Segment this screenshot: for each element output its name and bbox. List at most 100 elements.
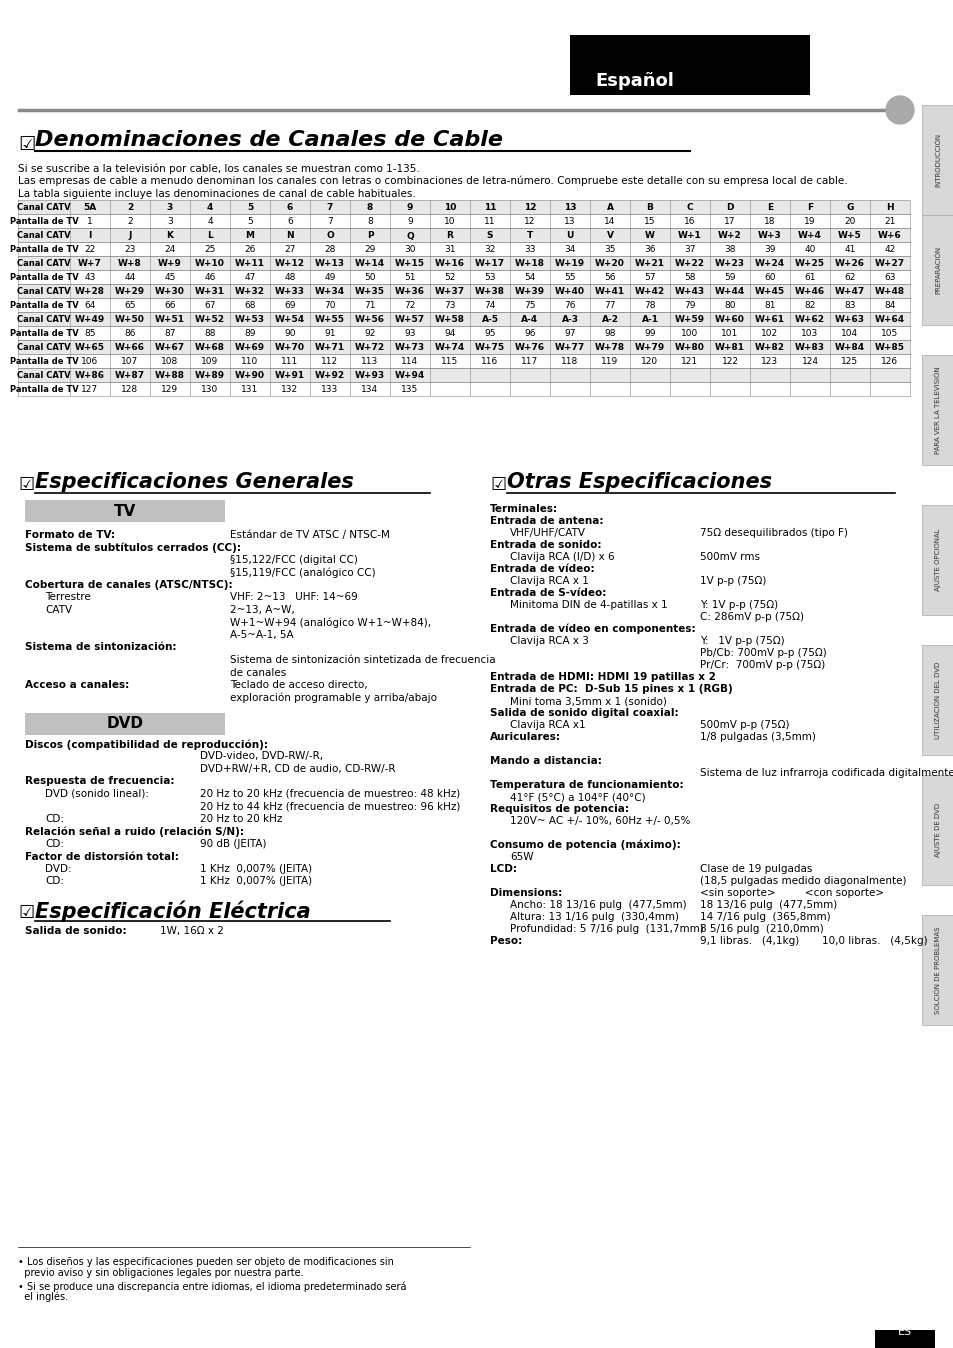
Text: 33: 33: [524, 245, 536, 255]
Text: • Si se produce una discrepancia entre idiomas, el idioma predeterminado será: • Si se produce una discrepancia entre i…: [18, 1281, 406, 1291]
FancyBboxPatch shape: [18, 200, 909, 214]
Text: 69: 69: [284, 302, 295, 310]
Text: W+62: W+62: [794, 315, 824, 325]
Text: 24: 24: [164, 245, 175, 255]
Text: W+9: W+9: [158, 260, 182, 268]
Text: W+41: W+41: [595, 287, 624, 297]
Text: 22: 22: [84, 245, 95, 255]
Text: 6: 6: [287, 204, 293, 213]
Text: SOLCIÓN DE PROBLEMAS: SOLCIÓN DE PROBLEMAS: [934, 926, 941, 1014]
FancyBboxPatch shape: [18, 214, 909, 228]
Text: 75: 75: [524, 302, 536, 310]
Text: 14: 14: [603, 217, 615, 226]
Text: 66: 66: [164, 302, 175, 310]
Text: 77: 77: [603, 302, 615, 310]
Text: Entrada de PC:  D-Sub 15 pines x 1 (RGB): Entrada de PC: D-Sub 15 pines x 1 (RGB): [490, 683, 732, 694]
FancyBboxPatch shape: [921, 506, 953, 615]
Text: 51: 51: [404, 274, 416, 283]
Text: Las empresas de cable a menudo denominan los canales con letras o combinaciones : Las empresas de cable a menudo denominan…: [18, 177, 846, 186]
Text: Requisitos de potencia:: Requisitos de potencia:: [490, 803, 628, 814]
Text: W+26: W+26: [834, 260, 864, 268]
Text: 94: 94: [444, 329, 456, 338]
FancyBboxPatch shape: [874, 1330, 934, 1348]
Text: 5: 5: [247, 204, 253, 213]
Text: 38: 38: [723, 245, 735, 255]
Text: CD:: CD:: [45, 876, 64, 887]
Text: Pantalla de TV: Pantalla de TV: [10, 302, 78, 310]
Text: Respuesta de frecuencia:: Respuesta de frecuencia:: [25, 776, 174, 786]
Text: W+93: W+93: [355, 372, 385, 380]
Text: 9: 9: [407, 217, 413, 226]
Text: 86: 86: [124, 329, 135, 338]
Text: W+19: W+19: [555, 260, 584, 268]
FancyBboxPatch shape: [18, 256, 909, 270]
Text: DVD-video, DVD-RW/-R,: DVD-video, DVD-RW/-R,: [200, 751, 323, 762]
Text: 13: 13: [563, 204, 576, 213]
Text: W+29: W+29: [114, 287, 145, 297]
Text: 71: 71: [364, 302, 375, 310]
Text: 68: 68: [244, 302, 255, 310]
Text: W+1~W+94 (analógico W+1~W+84),: W+1~W+94 (analógico W+1~W+84),: [230, 617, 431, 628]
Text: W+81: W+81: [714, 344, 744, 352]
Text: 46: 46: [204, 274, 215, 283]
Text: A-1: A-1: [640, 315, 658, 325]
Text: W: W: [644, 232, 655, 240]
Text: O: O: [326, 232, 334, 240]
Circle shape: [885, 96, 913, 124]
Text: 9,1 libras.   (4,1kg)       10,0 libras.   (4,5kg): 9,1 libras. (4,1kg) 10,0 libras. (4,5kg): [700, 936, 926, 946]
Text: 127: 127: [81, 386, 98, 395]
Text: 125: 125: [841, 357, 858, 367]
Text: W+31: W+31: [194, 287, 225, 297]
Text: 99: 99: [643, 329, 655, 338]
Text: 55: 55: [563, 274, 576, 283]
Text: 21: 21: [883, 217, 895, 226]
Text: 120V~ AC +/- 10%, 60Hz +/- 0,5%: 120V~ AC +/- 10%, 60Hz +/- 0,5%: [510, 816, 690, 826]
Text: 79: 79: [683, 302, 695, 310]
Text: §15,122/FCC (digital CC): §15,122/FCC (digital CC): [230, 555, 357, 565]
Text: 57: 57: [643, 274, 655, 283]
Text: Mando a distancia:: Mando a distancia:: [490, 756, 601, 766]
Text: PARA VER LA TELEVISIÓN: PARA VER LA TELEVISIÓN: [934, 367, 941, 454]
Text: 12: 12: [523, 204, 536, 213]
Text: 29: 29: [364, 245, 375, 255]
Text: 43: 43: [84, 274, 95, 283]
Text: 135: 135: [401, 386, 418, 395]
FancyBboxPatch shape: [18, 298, 909, 311]
Text: W+49: W+49: [74, 315, 105, 325]
Text: 1V p-p (75Ω): 1V p-p (75Ω): [700, 576, 765, 586]
Text: 8: 8: [367, 217, 373, 226]
Text: 58: 58: [683, 274, 695, 283]
Text: Clavija RCA (I/D) x 6: Clavija RCA (I/D) x 6: [510, 551, 614, 562]
Text: 8 5/16 pulg  (210,0mm): 8 5/16 pulg (210,0mm): [700, 923, 822, 934]
Text: W+56: W+56: [355, 315, 385, 325]
Text: 96: 96: [524, 329, 536, 338]
Text: Teclado de acceso directo,: Teclado de acceso directo,: [230, 679, 367, 690]
Text: Entrada de vídeo en componentes:: Entrada de vídeo en componentes:: [490, 624, 695, 635]
Text: 74: 74: [484, 302, 496, 310]
Text: 106: 106: [81, 357, 98, 367]
Text: W+1: W+1: [678, 232, 701, 240]
Text: ES: ES: [897, 1326, 911, 1337]
Text: W+59: W+59: [674, 315, 704, 325]
Text: 67: 67: [204, 302, 215, 310]
Text: W+53: W+53: [234, 315, 265, 325]
Text: 115: 115: [441, 357, 458, 367]
Text: A-2: A-2: [601, 315, 618, 325]
Text: W+51: W+51: [154, 315, 185, 325]
Text: de canales: de canales: [230, 667, 286, 678]
Text: A: A: [606, 204, 613, 213]
Text: 134: 134: [361, 386, 378, 395]
Text: Profundidad: 5 7/16 pulg  (131,7mm): Profundidad: 5 7/16 pulg (131,7mm): [510, 923, 703, 934]
Text: Discos (compatibilidad de reproducción):: Discos (compatibilidad de reproducción):: [25, 739, 268, 749]
Text: 113: 113: [361, 357, 378, 367]
Text: Canal CATV: Canal CATV: [17, 204, 71, 213]
Text: W+39: W+39: [515, 287, 544, 297]
Text: B: B: [646, 204, 653, 213]
Text: Sistema de luz infrarroja codificada digitalmente: Sistema de luz infrarroja codificada dig…: [700, 768, 953, 778]
FancyBboxPatch shape: [921, 214, 953, 325]
Text: Minitoma DIN de 4-patillas x 1: Minitoma DIN de 4-patillas x 1: [510, 600, 667, 611]
Text: W+54: W+54: [274, 315, 305, 325]
FancyBboxPatch shape: [18, 355, 909, 368]
Text: 20 Hz to 20 kHz (frecuencia de muestreo: 48 kHz): 20 Hz to 20 kHz (frecuencia de muestreo:…: [200, 789, 459, 799]
Text: 1 KHz  0,007% (JEITA): 1 KHz 0,007% (JEITA): [200, 864, 312, 874]
